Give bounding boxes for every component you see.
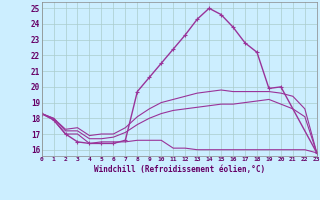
X-axis label: Windchill (Refroidissement éolien,°C): Windchill (Refroidissement éolien,°C)	[94, 165, 265, 174]
